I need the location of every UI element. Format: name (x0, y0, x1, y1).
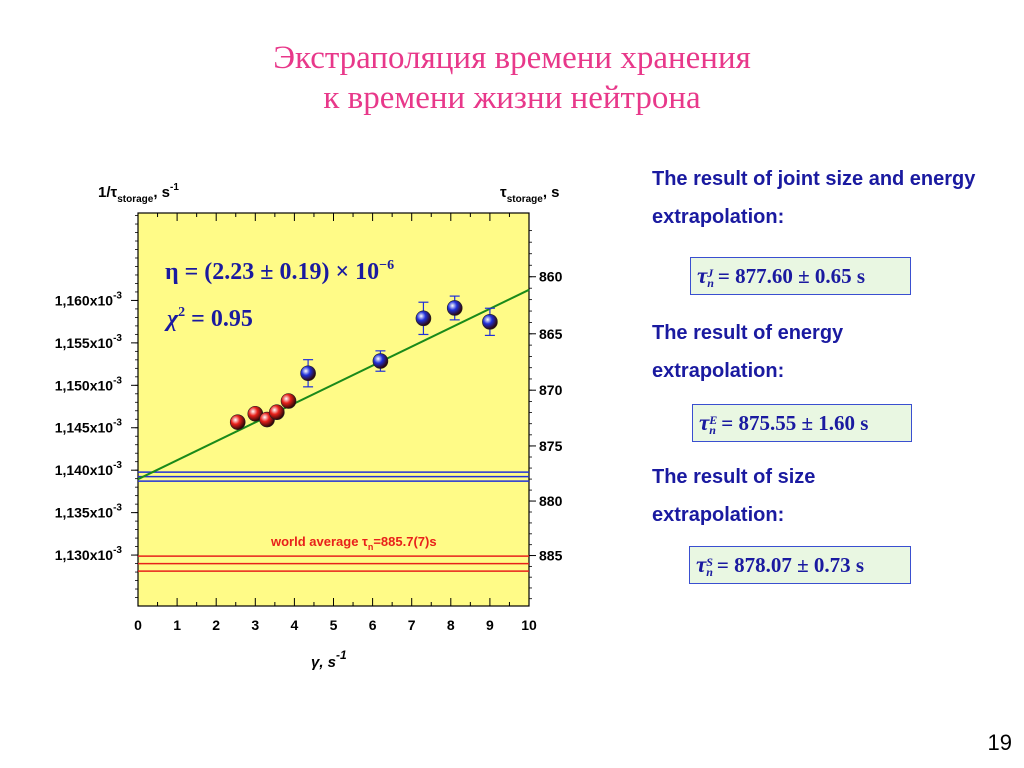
x-tick-label-10: 10 (521, 617, 537, 633)
x-tick-label-0: 0 (134, 617, 142, 633)
joint-result-value: = 877.60 ± 0.65 s (717, 264, 866, 288)
y-left-tick-label-0: 1,160x10-3 (55, 290, 123, 308)
data-point-1-3 (446, 300, 463, 316)
y-axis-right-label: τstorage, s (500, 184, 560, 205)
energy-result-value: = 875.55 ± 1.60 s (721, 411, 869, 435)
x-tick-label-7: 7 (408, 617, 416, 633)
chi-annotation: χ2 = 0.95 (164, 305, 253, 332)
x-tick-label-4: 4 (291, 617, 299, 633)
y-left-tick-label-2: 1,150x10-3 (55, 375, 123, 393)
page-number: 19 (987, 730, 1012, 755)
eta-annotation: η = (2.23 ± 0.19) × 10−6 (165, 258, 394, 285)
data-point-1-4 (482, 314, 498, 330)
data-point-0-3 (269, 404, 285, 421)
data-point-0-0 (229, 414, 246, 430)
plot-area (137, 212, 530, 607)
slide-title: Экстраполяция времени хранения к времени… (0, 38, 1024, 118)
y-left-tick-label-4: 1,140x10-3 (55, 460, 123, 478)
size-result-value: = 878.07 ± 0.73 s (716, 553, 865, 577)
y-right-tick-label-5: 885 (539, 548, 563, 564)
slide-title-line2: к времени жизни нейтрона (323, 80, 701, 116)
world-average-label: world average τn=885.7(7)s (270, 534, 437, 552)
y-left-tick-label-3: 1,145x10-3 (55, 418, 123, 436)
y-right-tick-label-1: 865 (539, 326, 563, 342)
data-point-1-0 (300, 365, 316, 382)
x-tick-label-9: 9 (486, 617, 494, 633)
x-tick-label-2: 2 (212, 617, 220, 633)
x-tick-label-1: 1 (173, 617, 181, 633)
joint-result-text: The result of joint size and energy extr… (652, 168, 976, 228)
y-right-tick-label-3: 875 (539, 438, 563, 454)
data-point-1-2 (415, 310, 432, 327)
x-axis-label: γ, s-1 (311, 648, 347, 671)
y-right-tick-label-4: 880 (539, 493, 563, 509)
y-right-tick-label-0: 860 (539, 269, 563, 285)
y-left-tick-label-6: 1,130x10-3 (55, 545, 123, 563)
slide-title-line1: Экстраполяция времени хранения (273, 40, 751, 76)
x-tick-label-8: 8 (447, 617, 455, 633)
data-point-0-4 (280, 393, 297, 409)
y-right-tick-label-2: 870 (539, 382, 563, 398)
x-tick-label-5: 5 (330, 617, 338, 633)
y-left-tick-label-1: 1,155x10-3 (55, 333, 123, 351)
y-left-tick-label-5: 1,135x10-3 (55, 503, 123, 521)
y-axis-left-label: 1/τstorage, s-1 (98, 182, 179, 205)
energy-result-text: The result of energy extrapolation: (652, 322, 844, 382)
size-result-text: The result of size extrapolation: (652, 466, 816, 526)
x-tick-label-3: 3 (251, 617, 259, 633)
fit-line (137, 288, 530, 481)
data-point-1-1 (372, 353, 389, 369)
x-tick-label-6: 6 (369, 617, 377, 633)
